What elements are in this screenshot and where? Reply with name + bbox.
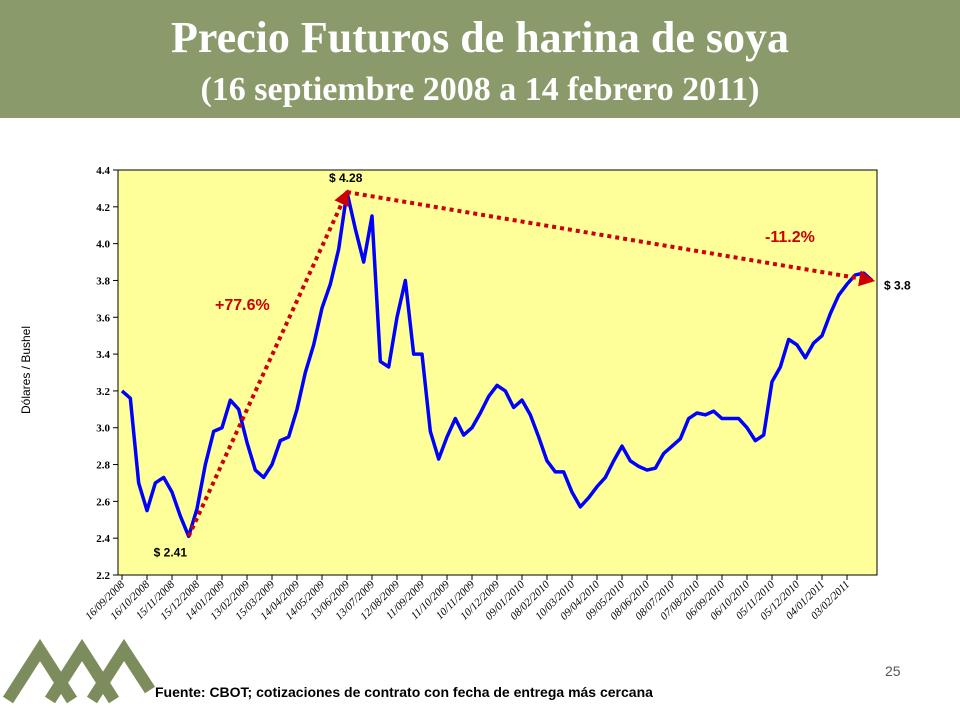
annotation: $ 4.28 xyxy=(329,171,363,185)
y-axis-label: Dólares / Bushel xyxy=(19,326,33,414)
title: Precio Futuros de harina de soya xyxy=(171,13,789,62)
y-tick-label: 4.2 xyxy=(96,202,110,214)
trend-arrow xyxy=(346,190,876,287)
page-number: 25 xyxy=(885,663,901,679)
subtitle: (16 septiembre 2008 a 14 febrero 2011) xyxy=(200,71,759,108)
y-tick-label: 2.6 xyxy=(96,496,110,508)
plot-area xyxy=(117,169,878,576)
logo xyxy=(2,638,156,704)
y-tick-label: 2.2 xyxy=(96,570,110,582)
y-tick-label: 4.0 xyxy=(96,239,110,251)
source: Fuente: CBOT; cotizaciones de contrato c… xyxy=(155,684,653,700)
y-tick-label: 3.8 xyxy=(96,275,110,287)
y-tick-label: 2.8 xyxy=(96,460,110,472)
annotation: +77.6% xyxy=(215,297,270,314)
y-tick-label: 4.4 xyxy=(96,165,110,177)
annotation: $ 3.8 xyxy=(884,278,911,292)
y-tick-label: 3.0 xyxy=(96,423,110,435)
y-tick-label: 3.4 xyxy=(96,349,110,361)
annotation: $ 2.41 xyxy=(154,545,188,559)
trend-arrow xyxy=(186,189,349,538)
annotation: -11.2% xyxy=(765,229,815,246)
title-bar xyxy=(0,0,960,118)
y-tick-label: 2.4 xyxy=(96,533,110,545)
y-tick-label: 3.6 xyxy=(96,312,110,324)
price-line xyxy=(120,190,874,539)
y-tick-label: 3.2 xyxy=(96,386,110,398)
